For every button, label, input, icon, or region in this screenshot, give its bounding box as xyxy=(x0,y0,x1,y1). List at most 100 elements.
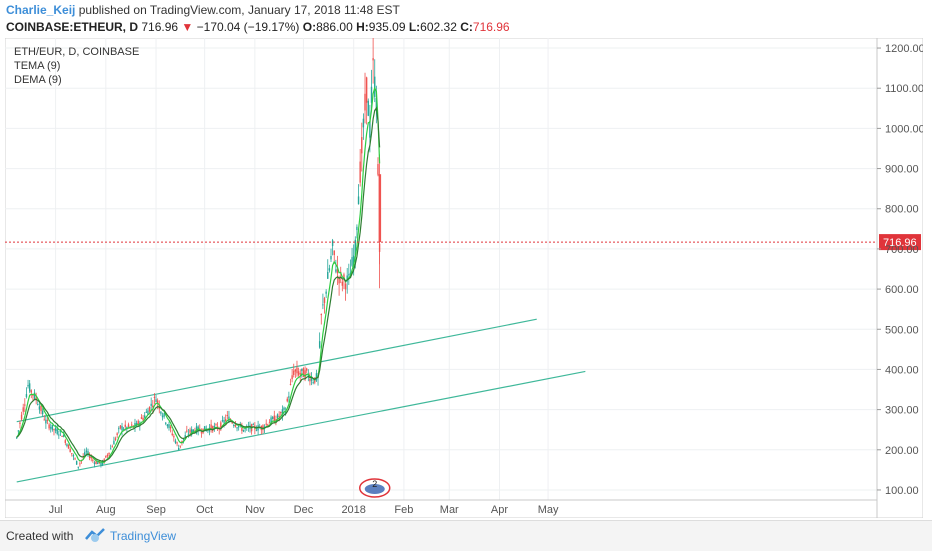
price-tick-label: 400.00 xyxy=(885,364,919,376)
candle-body xyxy=(105,455,107,458)
candle-body xyxy=(16,437,18,439)
time-tick-label: Jul xyxy=(49,504,63,516)
trend-channel[interactable] xyxy=(16,318,586,483)
candle-body xyxy=(114,438,117,440)
candle-body xyxy=(215,424,217,426)
candle-body xyxy=(184,435,186,437)
candle-body xyxy=(87,451,89,454)
candle-body xyxy=(116,433,118,435)
time-axis[interactable]: Jul Aug Sep Oct Nov Dec 2018 Feb Mar Apr May xyxy=(5,499,877,516)
candle-body xyxy=(127,424,130,427)
event-badge-fill xyxy=(364,484,385,494)
tradingview-logo-icon[interactable] xyxy=(84,527,106,543)
candle-body xyxy=(30,390,32,393)
candle-body xyxy=(28,383,31,392)
event-badge[interactable]: 2 xyxy=(358,478,391,498)
legend-dema[interactable]: DEMA (9) xyxy=(14,74,62,86)
price-tick-label: 300.00 xyxy=(885,405,919,417)
candle-body xyxy=(40,405,42,412)
candle-body xyxy=(244,428,246,430)
candle-body xyxy=(234,424,237,427)
candle-body xyxy=(293,370,295,375)
candle-body xyxy=(270,417,272,423)
chart-legend: ETH/EUR, D, COINBASE TEMA (9) DEMA (9) xyxy=(14,45,139,87)
high-value: 935.09 xyxy=(368,20,406,34)
candle-body xyxy=(56,429,58,434)
candle-body xyxy=(318,341,321,348)
candle-body xyxy=(299,373,301,375)
candle-body xyxy=(41,410,44,415)
candle-body xyxy=(343,274,345,280)
candle-body xyxy=(92,459,94,461)
last-price-line: 716.96 xyxy=(5,234,921,251)
candle-body xyxy=(320,314,322,316)
candle-body xyxy=(323,298,326,303)
candle-body xyxy=(140,417,143,419)
candle-body xyxy=(265,423,267,425)
close-value: 716.96 xyxy=(472,20,510,34)
publish-header: Charlie_Keij published on TradingView.co… xyxy=(6,3,400,17)
candle-body xyxy=(72,454,75,457)
open-label: O: xyxy=(302,20,317,34)
candle-body xyxy=(369,120,371,138)
time-tick-label: May xyxy=(538,504,559,516)
candle-body xyxy=(352,255,355,267)
candle-body xyxy=(79,463,81,465)
candle-body xyxy=(356,226,358,231)
candle-body xyxy=(25,394,28,398)
candle-body xyxy=(306,368,308,371)
candle-body xyxy=(93,462,96,464)
candle-body xyxy=(53,429,55,431)
candle-body xyxy=(237,426,240,428)
price-tick-label: 600.00 xyxy=(885,284,919,296)
event-badge-count: 2 xyxy=(372,479,377,489)
candle-body xyxy=(179,445,182,447)
price-axis[interactable]: 100.00 200.00 300.00 400.00 500.00 600.00 700.… xyxy=(876,38,923,518)
candle-body xyxy=(90,457,92,459)
candle-body xyxy=(43,419,45,421)
candle-body xyxy=(67,444,70,449)
candle-body xyxy=(331,240,334,247)
candle-body xyxy=(231,422,233,424)
candle-body xyxy=(359,161,361,183)
price-chart[interactable]: 716.96 100.00 200.00 300.00 400.00 500.00 600… xyxy=(5,38,923,518)
candle-body xyxy=(45,419,47,424)
last-price-label: 716.96 xyxy=(883,237,917,249)
candle-body xyxy=(267,424,269,426)
candle-body xyxy=(147,410,149,415)
candle-body xyxy=(187,433,190,435)
candle-body xyxy=(66,444,68,447)
candle-body xyxy=(51,424,54,430)
candle-body xyxy=(273,415,275,423)
candle-body xyxy=(100,462,102,465)
candle-body xyxy=(71,453,73,455)
candle-body xyxy=(271,417,274,419)
tradingview-brand[interactable]: TradingView xyxy=(110,529,177,543)
low-label: L: xyxy=(408,20,421,34)
candle-body xyxy=(109,448,112,450)
candle-body xyxy=(336,268,339,274)
time-tick-label: Mar xyxy=(440,504,459,516)
candle-body xyxy=(262,425,264,431)
candle-body xyxy=(276,414,279,419)
candle-body xyxy=(182,439,185,441)
candle-body xyxy=(241,427,243,432)
candle-body xyxy=(24,404,26,406)
legend-tema[interactable]: TEMA (9) xyxy=(14,60,61,72)
candle-body xyxy=(309,378,311,382)
dema-line xyxy=(16,86,381,463)
candle-body xyxy=(37,404,39,406)
candle-body xyxy=(119,425,122,429)
candle-body xyxy=(281,409,284,415)
indicator-lines xyxy=(16,86,381,463)
candle-body xyxy=(335,269,337,272)
candle-body xyxy=(32,394,34,396)
candle-body xyxy=(307,373,310,378)
candle-body xyxy=(145,411,148,413)
author-name[interactable]: Charlie_Keij xyxy=(6,3,76,17)
candle-body xyxy=(312,382,314,384)
candle-body xyxy=(137,420,139,425)
candle-body xyxy=(346,275,348,282)
candle-body xyxy=(58,434,60,436)
candle-body xyxy=(118,428,120,430)
